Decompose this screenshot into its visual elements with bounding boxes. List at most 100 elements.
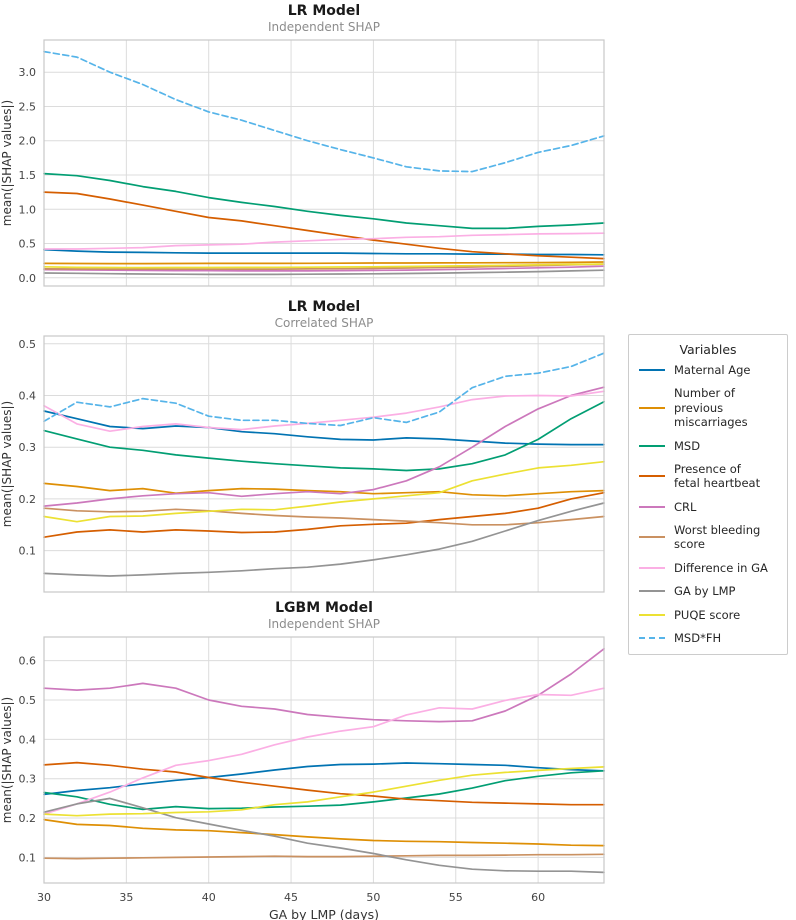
legend-item: GA by LMP [639, 584, 777, 598]
series-worst-bleeding-score [43, 853, 605, 860]
plot-lr-correlated-shap: 0.1 0.2 0.3 0.4 0.5 mean(|SHAP values|) [0, 335, 605, 593]
series-presence-of-fetal-heartbeat [43, 491, 605, 539]
y-tick-label: 0.4 [19, 389, 37, 402]
y-tick-label: 0.5 [19, 238, 37, 251]
y-tick-label: 1.5 [19, 169, 37, 182]
legend-item: Maternal Age [639, 363, 777, 377]
series-puqe-score [43, 460, 605, 523]
chart-subtitle: Correlated SHAP [274, 316, 374, 330]
series-ga-by-lmp [43, 797, 605, 874]
series-worst-bleeding-score [43, 263, 605, 271]
x-tick-label: 55 [449, 891, 463, 904]
y-tick-label: 0.5 [19, 694, 37, 707]
series-presence-of-fetal-heartbeat [43, 761, 605, 806]
x-axis-label: GA by LMP (days) [268, 907, 380, 920]
y-tick-label: 0.2 [19, 493, 37, 506]
series-ga-by-lmp [43, 269, 605, 276]
legend-label: GA by LMP [674, 584, 736, 599]
legend-swatch-line [639, 590, 665, 593]
series-difference-in-ga [43, 390, 605, 433]
legend-swatch-line [639, 406, 665, 409]
legend-label: PUQE score [674, 607, 741, 622]
series-crl [43, 647, 605, 723]
legend-label: MSD*FH [674, 630, 722, 645]
legend-label: Presence of fetal heartbeat [674, 461, 761, 491]
y-tick-label: 0.4 [19, 733, 37, 746]
series-msd [43, 172, 605, 230]
y-tick-label: 0.1 [19, 851, 37, 864]
series-msd [43, 769, 605, 811]
legend-swatch-line [639, 637, 665, 640]
legend-label: Number of previous miscarriages [674, 386, 748, 430]
series-number-of-previous-miscarriages [43, 261, 605, 265]
legend-swatch-line [639, 475, 665, 478]
legend-swatch-line [639, 505, 665, 508]
series-number-of-previous-miscarriages [43, 818, 605, 847]
chart-title: LR Model [287, 299, 361, 315]
series-crl [43, 265, 605, 272]
series-ga-by-lmp [43, 502, 605, 577]
series-worst-bleeding-score [43, 507, 605, 526]
x-tick-label: 35 [119, 891, 133, 904]
series-presence-of-fetal-heartbeat [43, 191, 605, 260]
legend-label: CRL [674, 499, 697, 514]
legend-label: Maternal Age [674, 363, 751, 377]
y-tick-label: 0.2 [19, 812, 37, 825]
series-puqe-score [43, 263, 605, 269]
chart-lgbm-independent-shap: LGBM Model Independent SHAP 0.1 0.2 0.3 0.4… [0, 600, 648, 920]
series-difference-in-ga [43, 687, 605, 815]
x-tick-label: 50 [366, 891, 380, 904]
x-tick-label: 60 [531, 891, 545, 904]
legend-box: Variables Maternal Age Number of previous… [628, 334, 788, 656]
series-number-of-previous-miscarriages [43, 482, 605, 497]
y-tick-label: 0.6 [19, 655, 37, 668]
legend-swatch-line [639, 613, 665, 616]
legend-item: PUQE score [639, 608, 777, 622]
y-axis-label: mean(|SHAP values|) [0, 100, 14, 226]
y-tick-label: 0.1 [19, 545, 37, 558]
y-tick-label: 2.5 [19, 100, 37, 113]
plot-lr-independent-shap: 0.0 0.5 1.0 1.5 2.0 2.5 3.0 mean(|SHAP values|) [0, 39, 605, 287]
chart-title: LR Model [287, 3, 361, 19]
series-maternal-age [43, 410, 605, 446]
legend-label: Worst bleeding score [674, 523, 761, 552]
chart-subtitle: Independent SHAP [268, 617, 380, 631]
legend-label: Difference in GA [674, 560, 768, 575]
y-axis-label: mean(|SHAP values|) [0, 697, 14, 823]
legend-item: Presence of fetal heartbeat [639, 462, 777, 491]
chart-title: LGBM Model [275, 600, 373, 616]
y-tick-label: 3.0 [19, 66, 37, 79]
series-crl [43, 386, 605, 507]
chart-lr-independent-shap: LR Model Independent SHAP 0.0 0.5 1.0 1.5 2.… [0, 3, 648, 290]
legend-swatch-line [639, 536, 665, 539]
series-msd [43, 400, 605, 472]
y-tick-label: 0.0 [19, 272, 37, 285]
x-tick-label: 45 [284, 891, 298, 904]
chart-lr-correlated-shap: LR Model Correlated SHAP 0.1 0.2 0.3 0.4 0.5… [0, 299, 648, 596]
y-tick-label: 0.5 [19, 338, 37, 351]
legend-swatch-line [639, 369, 665, 372]
legend-label: MSD [674, 438, 701, 453]
series-difference-in-ga [43, 232, 605, 250]
legend-item: Number of previous miscarriages [639, 386, 777, 429]
series-maternal-age [43, 762, 605, 796]
legend-item: MSD*FH [639, 631, 777, 645]
legend-item: Worst bleeding score [639, 523, 777, 552]
y-axis-label: mean(|SHAP values|) [0, 401, 14, 527]
legend-swatch-line [639, 566, 665, 569]
legend-title: Variables [679, 342, 737, 357]
y-tick-label: 1.0 [19, 203, 37, 216]
y-tick-label: 0.3 [19, 773, 37, 786]
series-msd-fh [43, 50, 605, 173]
legend-item: Difference in GA [639, 561, 777, 575]
legend-items: Maternal Age Number of previous miscarria… [639, 363, 777, 645]
legend-swatch-line [639, 444, 665, 447]
legend-item: CRL [639, 500, 777, 514]
x-tick-label: 30 [37, 891, 51, 904]
x-tick-label: 40 [202, 891, 216, 904]
legend-item: MSD [639, 439, 777, 453]
y-tick-label: 2.0 [19, 135, 37, 148]
plot-lgbm-independent-shap: 0.1 0.2 0.3 0.4 0.5 0.6 mean(|SHAP values|) 30 3… [0, 636, 605, 904]
chart-subtitle: Independent SHAP [268, 20, 380, 34]
